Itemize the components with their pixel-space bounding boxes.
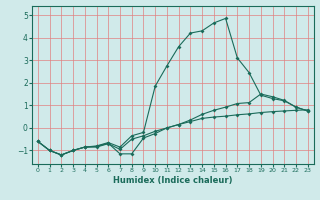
- X-axis label: Humidex (Indice chaleur): Humidex (Indice chaleur): [113, 176, 233, 185]
